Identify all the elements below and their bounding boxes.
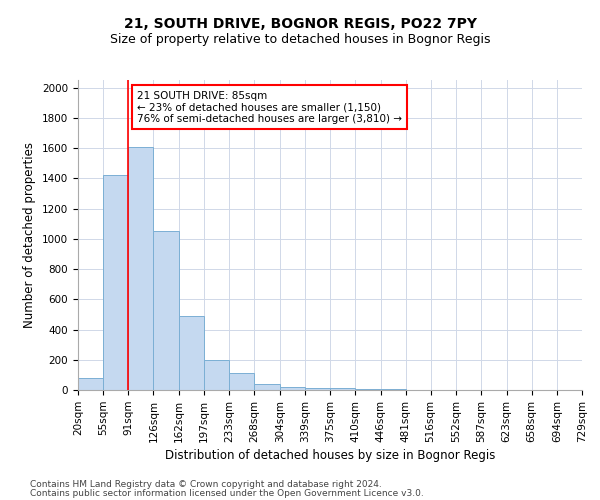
Bar [229, 374, 254, 390]
Text: Size of property relative to detached houses in Bognor Regis: Size of property relative to detached ho… [110, 32, 490, 46]
Bar [254, 384, 280, 390]
Text: 21 SOUTH DRIVE: 85sqm
← 23% of detached houses are smaller (1,150)
76% of semi-d: 21 SOUTH DRIVE: 85sqm ← 23% of detached … [137, 90, 402, 124]
Bar [103, 176, 128, 390]
Text: Contains HM Land Registry data © Crown copyright and database right 2024.: Contains HM Land Registry data © Crown c… [30, 480, 382, 489]
Bar [381, 389, 406, 390]
Bar [154, 231, 179, 390]
Bar [355, 389, 381, 390]
Bar [128, 146, 154, 390]
Text: Contains public sector information licensed under the Open Government Licence v3: Contains public sector information licen… [30, 488, 424, 498]
Bar [305, 388, 331, 390]
Bar [204, 360, 229, 390]
Bar [179, 316, 204, 390]
Bar [78, 378, 103, 390]
Bar [280, 387, 305, 390]
X-axis label: Distribution of detached houses by size in Bognor Regis: Distribution of detached houses by size … [165, 449, 495, 462]
Y-axis label: Number of detached properties: Number of detached properties [23, 142, 37, 328]
Bar [331, 388, 355, 390]
Text: 21, SOUTH DRIVE, BOGNOR REGIS, PO22 7PY: 21, SOUTH DRIVE, BOGNOR REGIS, PO22 7PY [124, 18, 476, 32]
